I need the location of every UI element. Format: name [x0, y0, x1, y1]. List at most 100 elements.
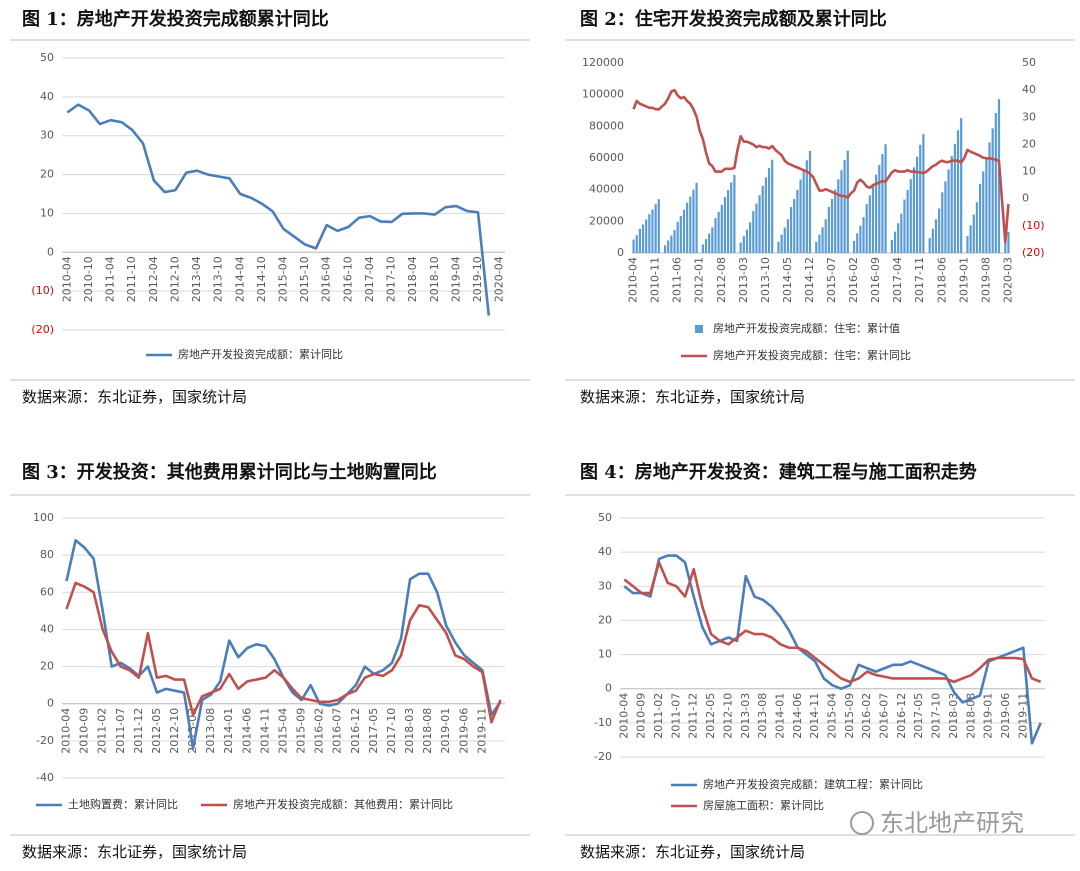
bar	[875, 174, 878, 253]
y-tick-label: 30	[40, 129, 54, 142]
line-series	[623, 554, 1042, 745]
x-tick-label: 2017-10	[385, 256, 398, 302]
x-tick-label: 2011-10	[125, 256, 138, 302]
bar	[824, 219, 827, 253]
bar	[991, 128, 994, 253]
bar	[884, 144, 887, 253]
y-tick-label: 80000	[589, 119, 624, 132]
bar	[969, 225, 972, 253]
bar	[856, 233, 859, 253]
bar	[717, 211, 720, 253]
source-note: 数据来源：东北证券，国家统计局	[22, 388, 247, 406]
bar	[708, 233, 711, 253]
x-tick-label: 2011-02	[96, 708, 109, 754]
x-tick-label: 2012-10	[168, 256, 181, 302]
bar	[767, 168, 771, 253]
x-tick-label: 2019-06	[999, 693, 1012, 739]
bar	[953, 143, 956, 253]
y-tick-label: -20	[594, 750, 612, 763]
y-tick-label: 0	[617, 246, 624, 259]
x-tick-label: 2010-10	[82, 256, 95, 302]
x-tick-label: 2012-10	[168, 708, 181, 754]
x-tick-label: 2014-05	[781, 257, 794, 303]
y-tick-label: (20)	[31, 323, 54, 336]
bar	[711, 227, 714, 253]
bar	[827, 206, 830, 253]
x-tick-label: 2010-04	[617, 693, 630, 739]
bar	[941, 192, 944, 253]
y2-tick-label: 50	[1022, 56, 1036, 69]
y-tick-label: 10	[598, 648, 612, 661]
x-tick-label: 2011-07	[114, 708, 127, 754]
bar	[978, 183, 982, 253]
x-tick-label: 2013-10	[212, 256, 225, 302]
y2-tick-label: 10	[1022, 165, 1036, 178]
bar	[871, 185, 875, 253]
y-tick-label: -20	[36, 734, 54, 747]
bar	[881, 154, 884, 253]
bar	[645, 219, 648, 253]
x-tick-label: 2018-03	[403, 708, 416, 754]
x-tick-label: 2010-09	[78, 708, 91, 754]
bar	[789, 207, 793, 253]
bar	[972, 214, 975, 253]
x-tick-label: 2013-08	[204, 708, 217, 754]
bar	[859, 225, 862, 253]
bar	[900, 213, 903, 253]
bar	[654, 204, 657, 253]
bar	[783, 227, 786, 253]
bar	[638, 228, 641, 253]
x-tick-label: 2014-04	[233, 256, 246, 302]
bar	[915, 156, 919, 253]
x-tick-label: 2011-12	[132, 708, 145, 754]
y-tick-label: 50	[598, 511, 612, 524]
legend-swatch	[695, 325, 703, 333]
x-tick-label: 2017-05	[912, 693, 925, 739]
x-tick-label: 2020-04	[493, 256, 506, 302]
separators	[10, 39, 1075, 836]
x-tick-label: 2014-11	[808, 693, 821, 739]
y2-tick-label: (10)	[1022, 219, 1045, 232]
x-tick-label: 2016-12	[349, 708, 362, 754]
x-tick-label: 2010-04	[60, 708, 73, 754]
bar	[720, 204, 723, 253]
bar	[846, 150, 849, 253]
x-tick-label: 2018-08	[964, 693, 977, 739]
x-tick-label: 2010-04	[60, 256, 73, 302]
x-tick-label: 2017-10	[385, 708, 398, 754]
watermark-icon	[850, 811, 874, 835]
y-tick-label: -10	[594, 716, 612, 729]
bar	[745, 229, 749, 253]
watermark: 东北地产研究	[880, 809, 1024, 837]
bar	[786, 219, 790, 253]
bar	[799, 179, 802, 253]
bar	[670, 235, 673, 253]
x-tick-label: 2010-11	[649, 257, 662, 303]
y-tick-label: (10)	[31, 284, 54, 297]
x-tick-label: 2012-01	[693, 257, 706, 303]
x-tick-label: 2018-10	[428, 256, 441, 302]
bar	[890, 239, 893, 253]
y-tick-label: 40000	[589, 183, 624, 196]
bar	[897, 223, 900, 253]
x-tick-label: 2015-09	[295, 708, 308, 754]
y-tick-label: 20	[40, 168, 54, 181]
bar	[755, 203, 758, 253]
bar	[648, 214, 651, 253]
bar	[686, 202, 689, 253]
x-tick-label: 2014-01	[773, 693, 786, 739]
legend-label: 房地产开发投资完成额：其他费用：累计同比	[233, 797, 453, 811]
bar	[843, 159, 846, 253]
bar	[689, 196, 692, 253]
line-series	[66, 103, 491, 316]
bar	[758, 195, 761, 253]
x-tick-label: 2010-04	[627, 257, 640, 303]
x-tick-label: 2017-04	[363, 256, 376, 302]
x-tick-label: 2015-04	[826, 693, 839, 739]
line-series	[632, 88, 1010, 244]
bar	[938, 208, 941, 253]
bar	[651, 209, 654, 253]
line-series	[623, 561, 1042, 684]
